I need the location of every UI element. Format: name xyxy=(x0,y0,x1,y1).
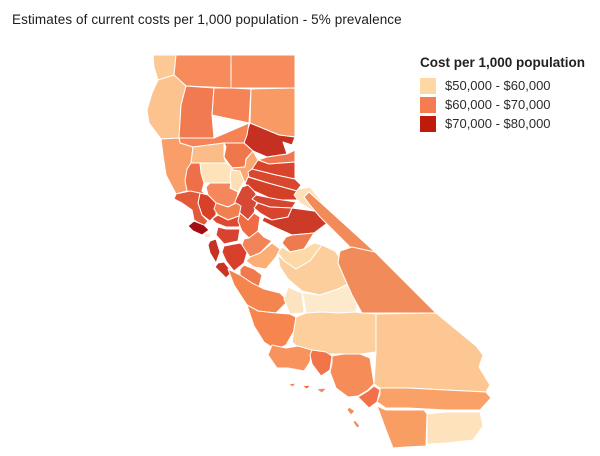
legend-item-1: $60,000 - $70,000 xyxy=(420,95,595,114)
county-santa-cruz[interactable]: Santa Cruz xyxy=(214,261,233,279)
map-container: Del NorteSiskiyouModocHumboldtTrinitySha… xyxy=(146,54,500,451)
legend-swatch-1 xyxy=(420,96,436,113)
county-san-francisco[interactable]: San Francisco xyxy=(203,232,212,239)
county-santa-clara[interactable]: Santa Clara xyxy=(221,242,249,272)
county-colusa[interactable]: Colusa xyxy=(199,162,233,184)
county-santa-barbara[interactable]: Santa Barbara xyxy=(267,344,313,372)
county-sonoma[interactable]: Sonoma xyxy=(173,190,209,227)
county-san-mateo[interactable]: San Mateo xyxy=(207,238,221,264)
island-1 xyxy=(287,382,297,388)
page-title: Estimates of current costs per 1,000 pop… xyxy=(12,12,402,27)
legend-label-0: $50,000 - $60,000 xyxy=(445,78,551,93)
legend-item-2: $70,000 - $80,000 xyxy=(420,114,595,133)
legend-label-2: $70,000 - $80,000 xyxy=(445,116,551,131)
county-merced[interactable]: Merced xyxy=(245,242,281,270)
county-kings[interactable]: Kings xyxy=(283,286,305,315)
county-trinity[interactable]: Trinity xyxy=(178,85,215,139)
legend-swatch-2 xyxy=(420,115,436,132)
legend-title: Cost per 1,000 population xyxy=(420,55,586,70)
county-siskiyou[interactable]: Siskiyou xyxy=(173,54,232,89)
county-san-bernardino[interactable]: San Bernardino xyxy=(373,312,491,393)
legend-swatch-0 xyxy=(420,77,436,94)
county-imperial[interactable]: Imperial xyxy=(426,411,484,445)
legend-label-1: $60,000 - $70,000 xyxy=(445,97,551,112)
legend-item-0: $50,000 - $60,000 xyxy=(420,76,595,95)
island-san-clemente xyxy=(352,419,361,429)
county-los-angeles[interactable]: Los Angeles xyxy=(329,353,375,398)
legend: Cost per 1,000 population $50,000 - $60,… xyxy=(420,55,595,133)
island-2 xyxy=(301,384,312,390)
legend-items: $50,000 - $60,000 $60,000 - $70,000 $70,00… xyxy=(420,76,595,133)
county-riverside[interactable]: Riverside xyxy=(376,387,492,411)
county-contra-costa[interactable]: Contra Costa xyxy=(211,214,243,228)
county-marin[interactable]: Marin xyxy=(187,220,210,236)
county-shasta[interactable]: Shasta xyxy=(211,87,252,124)
california-map[interactable]: Del NorteSiskiyouModocHumboldtTrinitySha… xyxy=(146,54,500,451)
island-3 xyxy=(315,387,328,394)
county-modoc[interactable]: Modoc xyxy=(230,54,296,89)
county-san-diego[interactable]: San Diego xyxy=(376,405,428,449)
county-orange[interactable]: Orange xyxy=(357,385,381,409)
county-alameda[interactable]: Alameda xyxy=(215,226,241,245)
island-catalina xyxy=(346,406,356,416)
county-ventura[interactable]: Ventura xyxy=(309,349,333,377)
